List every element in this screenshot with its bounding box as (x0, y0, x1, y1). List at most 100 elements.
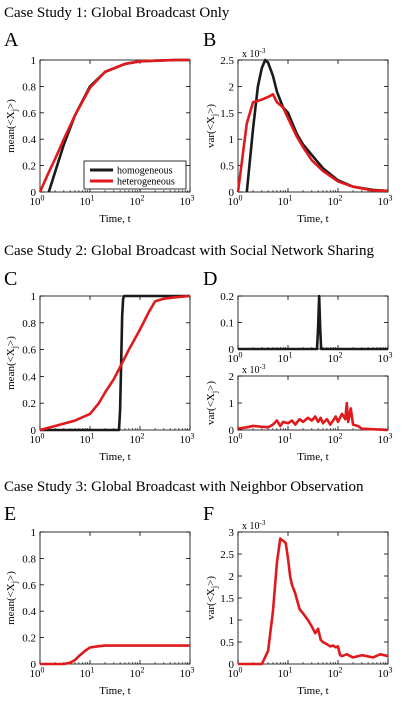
x-tick-label: 103 (180, 432, 195, 446)
y-tick-label: 2 (229, 371, 235, 383)
y-axis-label: mean(<Xj>) (5, 99, 19, 153)
x-tick-label: 103 (180, 666, 195, 680)
x-tick-label: 101 (278, 432, 293, 446)
x-tick-label: 102 (328, 351, 343, 365)
y-axis-label: var(<Xj>) (205, 381, 219, 425)
x-axis-label: Time, t (99, 451, 130, 463)
plot-frame-d-top (237, 295, 389, 350)
series-line-heterogeneous (40, 644, 190, 666)
y-tick-label: 0.8 (22, 318, 36, 330)
x-tick-label: 103 (378, 666, 393, 680)
x-tick-label: 100 (30, 194, 45, 208)
y-tick-label: 0 (229, 344, 235, 356)
panel-letter-c: C (4, 268, 17, 290)
x-tick-label: 102 (130, 666, 145, 680)
y-tick-label: 0 (31, 659, 37, 671)
x-tick-label: 102 (328, 432, 343, 446)
y-tick-label: 1 (229, 398, 235, 410)
x-tick-label: 103 (378, 432, 393, 446)
x-tick-label: 101 (80, 432, 95, 446)
y-tick-label: 0.5 (220, 161, 234, 173)
y-tick-label: 0.2 (22, 633, 36, 645)
legend: homogeneous heterogeneous (83, 160, 187, 190)
y-tick-label: 1 (31, 527, 37, 539)
series-line-heterogeneous (236, 93, 389, 193)
y-tick-label: 0.2 (22, 161, 36, 173)
x-tick-label: 103 (378, 351, 393, 365)
panel-letter-e: E (4, 503, 16, 525)
chart-d-bottom: 100 101 102 103 0 1 2 x 10-3 Time, t var(<Xj>) (205, 363, 393, 463)
x-axis-label: Time, t (297, 451, 328, 463)
y-tick-label: 0.6 (22, 345, 36, 357)
legend-box (83, 160, 187, 190)
panel-letter-b: B (203, 29, 216, 51)
series-line-homogeneous (238, 294, 388, 351)
y-tick-label: 0.1 (220, 318, 234, 330)
x-tick-label: 101 (80, 666, 95, 680)
y-tick-label: 0.6 (22, 580, 36, 592)
y-tick-label: 0.5 (220, 637, 234, 649)
y-axis-label: mean(<Xj>) (5, 571, 19, 625)
x-tick-label: 103 (180, 194, 195, 208)
y-tick-label: 0.2 (220, 291, 234, 303)
y-tick-label: 1 (229, 134, 235, 146)
y-axis-label: mean(<Xj>) (5, 336, 19, 390)
x-tick-label: 102 (130, 432, 145, 446)
x-tick-label: 101 (278, 666, 293, 680)
x-tick-label: 102 (130, 194, 145, 208)
x-tick-label: 100 (228, 666, 243, 680)
y-axis-label: var(<Xj>) (205, 104, 219, 148)
x-tick-label: 102 (328, 194, 343, 208)
series-line-heterogeneous (38, 58, 190, 193)
section-title-1: Case Study 1: Global Broadcast Only (4, 5, 230, 21)
x-tick-label: 101 (278, 194, 293, 208)
x-tick-label: 102 (328, 666, 343, 680)
x-tick-label: 100 (228, 432, 243, 446)
y-tick-label: 0.8 (22, 81, 36, 93)
plot-frame-b (237, 59, 389, 193)
y-tick-label: 1.5 (220, 108, 234, 120)
y-tick-label: 1.5 (220, 593, 234, 605)
panel-letter-d: D (203, 268, 217, 290)
legend-label-heterogeneous: heterogeneous (117, 177, 175, 188)
y-tick-label: 0 (31, 425, 37, 437)
series-line-homogeneous (40, 294, 190, 432)
plot-frame-d-bottom (237, 375, 389, 431)
chart-c: 100 101 102 103 0 0.2 0.4 0.6 0.8 1 Time, t mean(<X… (5, 291, 195, 463)
y-tick-label: 0.2 (22, 398, 36, 410)
y-tick-label: 3 (229, 527, 235, 539)
chart-b: 100 101 102 103 0 0.5 1 1.5 2 2.5 x 10-3 Time, t var… (205, 47, 393, 225)
legend-label-homogeneous: homogeneous (117, 166, 173, 177)
y-exponent-label: x 10-3 (242, 47, 266, 60)
plot-frame-c (39, 295, 191, 431)
section-title-3: Case Study 3: Global Broadcast with Neig… (4, 479, 364, 495)
section-title-2: Case Study 2: Global Broadcast with Soci… (4, 243, 374, 259)
x-tick-label: 100 (30, 666, 45, 680)
plot-frame-a (39, 59, 191, 193)
y-tick-label: 2 (229, 81, 235, 93)
chart-d-top: 100 101 102 103 0 0.1 0.2 (220, 291, 392, 365)
y-tick-label: 0.8 (22, 553, 36, 565)
plot-frame-f (237, 531, 389, 665)
plot-frame-e (39, 531, 191, 665)
y-exponent-label: x 10-3 (242, 519, 266, 532)
x-tick-label: 103 (378, 194, 393, 208)
series-line-homogeneous (245, 58, 389, 193)
y-tick-label: 1 (31, 291, 37, 303)
y-axis-label: var(<Xj>) (205, 576, 219, 620)
series-line-heterogeneous (237, 401, 389, 432)
y-exponent-label: x 10-3 (242, 363, 266, 376)
x-axis-label: Time, t (99, 213, 130, 225)
y-tick-label: 0.4 (22, 134, 36, 146)
chart-e: 100 101 102 103 0 0.2 0.4 0.6 0.8 1 Time, t mean(<X… (5, 527, 195, 697)
y-tick-label: 0 (31, 187, 37, 199)
x-tick-label: 101 (80, 194, 95, 208)
y-tick-label: 0.4 (22, 371, 36, 383)
y-tick-label: 0.6 (22, 108, 36, 120)
x-axis-label: Time, t (297, 685, 328, 697)
y-tick-label: 0 (229, 659, 235, 671)
y-tick-label: 1 (31, 55, 37, 67)
x-tick-label: 100 (30, 432, 45, 446)
x-axis-label: Time, t (99, 685, 130, 697)
